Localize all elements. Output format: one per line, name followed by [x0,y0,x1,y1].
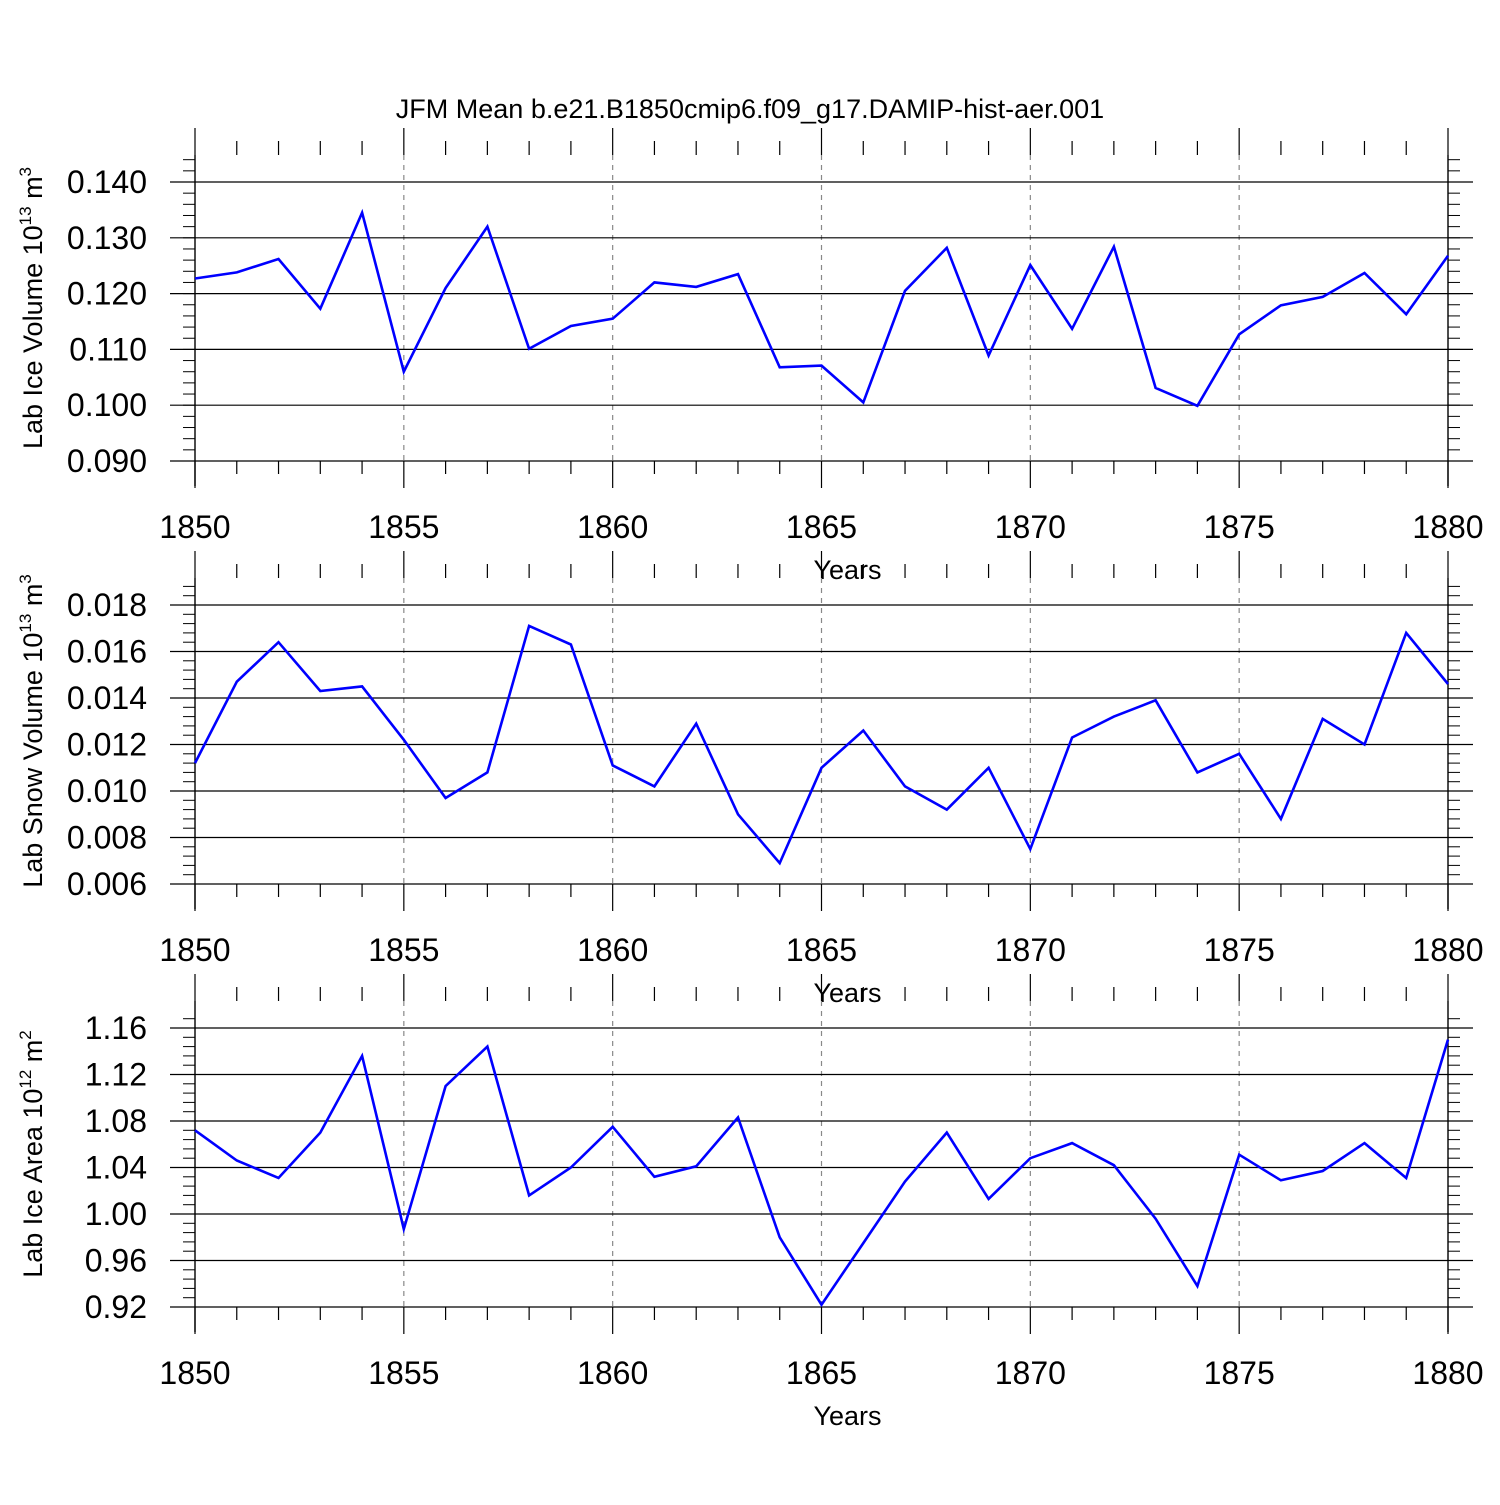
x-tick-label: 1865 [786,1355,857,1391]
y-tick-label: 0.100 [67,387,147,423]
x-tick-label: 1855 [368,932,439,968]
x-tick-label: 1850 [159,509,230,545]
chart-panel-1: 0.090 0.100 0.110 0.120 0.130 0.140 1850 1855 18… [16,128,1484,585]
x-axis-title: Years [813,1401,881,1431]
x-tick-label: 1880 [1412,1355,1483,1391]
x-axis-title: Years [813,978,881,1008]
y-tick-label: 1.00 [85,1196,147,1232]
y-tick-label: 0.010 [67,773,147,809]
y-tick-label: 1.16 [85,1010,147,1046]
x-tick-label: 1875 [1204,509,1275,545]
y-tick-label: 0.090 [67,443,147,479]
x-tick-label: 1870 [995,932,1066,968]
y-axis-title: Lab Ice Volume 1013 m3 [16,167,48,449]
y-tick-label: 0.014 [67,680,147,716]
y-tick-label: 1.08 [85,1103,147,1139]
x-tick-label: 1875 [1204,932,1275,968]
y-axis-title: Lab Ice Area 1012 m2 [16,1030,48,1278]
y-axis-title: Lab Snow Volume 1013 m3 [16,574,48,888]
figure-title: JFM Mean b.e21.B1850cmip6.f09_g17.DAMIP-… [396,94,1104,124]
chart-panel-2: 0.006 0.008 0.010 0.012 0.014 0.016 0.018 1850 1… [16,551,1484,1008]
chart-panel-3: 0.92 0.96 1.00 1.04 1.08 1.12 1.16 1850 1855 1860… [16,974,1484,1431]
y-tick-label: 0.96 [85,1243,147,1279]
y-tick-label: 0.120 [67,276,147,312]
y-tick-label: 1.04 [85,1150,147,1186]
x-tick-label: 1880 [1412,932,1483,968]
y-tick-label: 0.110 [69,331,147,367]
panels: 0.090 0.100 0.110 0.120 0.130 0.140 1850 1855 18… [16,128,1484,1431]
x-tick-label: 1855 [368,509,439,545]
y-tick-label: 0.008 [67,820,147,856]
y-tick-label: 0.92 [85,1289,147,1325]
x-tick-label: 1860 [577,932,648,968]
x-tick-label: 1880 [1412,509,1483,545]
x-tick-label: 1875 [1204,1355,1275,1391]
y-tick-label: 0.006 [67,866,147,902]
x-tick-label: 1860 [577,1355,648,1391]
x-tick-label: 1850 [159,1355,230,1391]
x-tick-label: 1855 [368,1355,439,1391]
x-tick-label: 1870 [995,509,1066,545]
y-tick-label: 0.016 [67,634,147,670]
x-axis-title: Years [813,555,881,585]
x-tick-label: 1860 [577,509,648,545]
y-tick-label: 0.012 [67,727,147,763]
y-tick-label: 0.140 [67,164,147,200]
y-tick-label: 0.130 [67,220,147,256]
y-tick-label: 1.12 [85,1057,147,1093]
x-tick-label: 1870 [995,1355,1066,1391]
x-tick-label: 1865 [786,932,857,968]
y-tick-label: 0.018 [67,587,147,623]
x-tick-label: 1865 [786,509,857,545]
x-tick-label: 1850 [159,932,230,968]
